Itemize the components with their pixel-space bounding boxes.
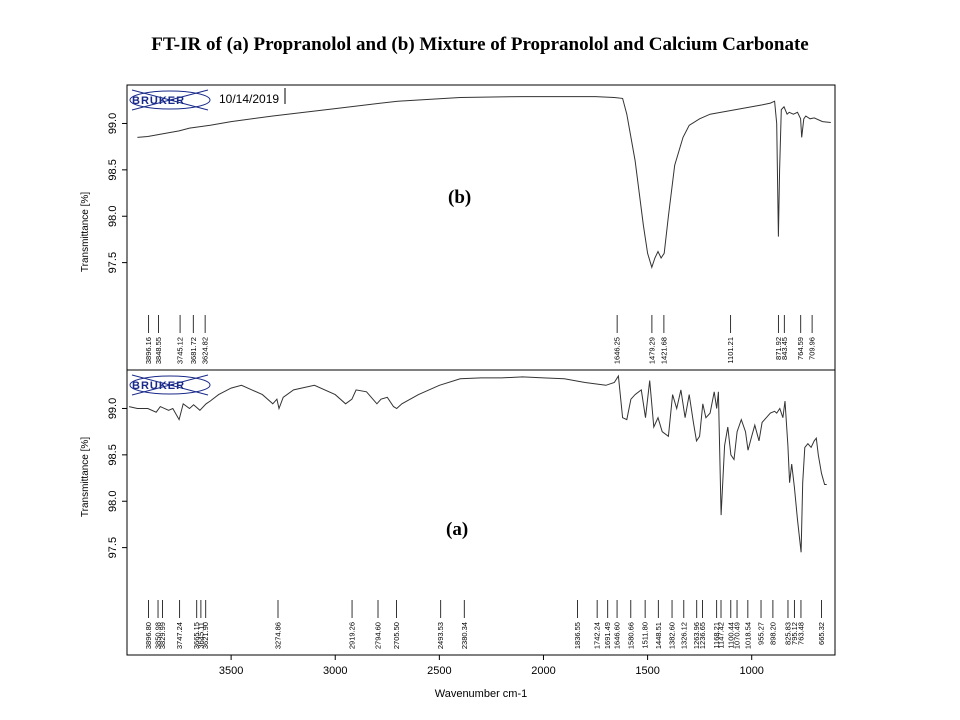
- peak-label-a-29: 955.27: [757, 622, 766, 645]
- peak-label-a-31: 825.83: [783, 622, 792, 645]
- spectrum-line-a: [128, 374, 827, 553]
- logo-text-b: BRUKER: [132, 95, 185, 107]
- peak-label-a-22: 1263.96: [692, 622, 701, 649]
- peak-label-a-34: 665.32: [817, 622, 826, 645]
- peak-label-a-26: 1100.44: [726, 622, 735, 649]
- panel-label-a: (a): [446, 519, 468, 540]
- peak-label-a-0: 3896.80: [144, 622, 153, 649]
- peak-label-a-12: 2380.34: [460, 622, 469, 649]
- peak-label-b-7: 1421.68: [659, 337, 668, 364]
- peak-label-b-11: 764.59: [796, 337, 805, 360]
- peak-label-a-1: 3850.98: [154, 622, 163, 649]
- ytick-label-a-3: 99.0: [107, 398, 119, 419]
- peak-label-a-17: 1580.66: [626, 622, 635, 649]
- peak-label-a-6: 3621.90: [201, 622, 210, 649]
- peak-label-a-7: 3274.86: [273, 622, 282, 649]
- xtick-label-4: 1500: [635, 665, 659, 677]
- ytick-label-b-2: 98.5: [107, 159, 119, 180]
- peak-label-b-10: 843.45: [780, 337, 789, 360]
- peak-label-a-10: 2705.50: [392, 622, 401, 649]
- ytick-label-b-1: 98.0: [107, 206, 119, 227]
- xtick-label-3: 2000: [531, 665, 555, 677]
- xlabel: Wavenumber cm-1: [435, 688, 528, 700]
- peak-label-a-28: 1018.54: [743, 622, 752, 649]
- peak-label-a-24: 1168.21: [712, 622, 721, 649]
- xticks-a: 3500 3000 2500 2000 1500 1000: [219, 655, 764, 677]
- peak-label-b-5: 1646.25: [613, 337, 622, 364]
- peak-label-a-9: 2794.60: [374, 622, 383, 649]
- panel-b-chart: BRUKER 10/14/2019 (b) Transmittance [%] …: [80, 84, 836, 371]
- date-text: 10/14/2019: [219, 92, 279, 106]
- ylabel-a: Transmittance [%]: [80, 437, 91, 517]
- ytick-label-b-3: 99.0: [107, 113, 119, 134]
- peak-label-a-33: 763.48: [796, 622, 805, 645]
- peak-label-b-3: 3681.72: [189, 337, 198, 364]
- panel-b-frame: [126, 84, 836, 371]
- bruker-logo-a: BRUKER: [129, 374, 211, 396]
- yticks-a: 97.5 98.0 98.5 99.0: [107, 398, 127, 558]
- peak-label-a-5: 3645.11: [196, 622, 205, 649]
- peak-label-a-21: 1326.12: [679, 622, 688, 649]
- ytick-label-a-2: 98.5: [107, 444, 119, 465]
- peak-label-b-0: 3896.16: [144, 337, 153, 364]
- panel-label-b: (b): [448, 187, 471, 208]
- peak-label-a-13: 1836.55: [573, 622, 582, 649]
- peak-label-b-8: 1101.21: [726, 337, 735, 364]
- ytick-label-a-0: 97.5: [107, 537, 119, 558]
- peak-label-a-8: 2919.26: [348, 622, 357, 649]
- peak-label-a-14: 1742.24: [593, 622, 602, 649]
- peak-label-a-20: 1382.60: [668, 622, 677, 649]
- ytick-label-b-0: 97.5: [107, 252, 119, 273]
- peak-label-b-6: 1479.29: [647, 337, 656, 364]
- peak-label-a-27: 1070.49: [733, 622, 742, 649]
- xtick-label-5: 1000: [739, 665, 763, 677]
- page-title: FT-IR of (a) Propranolol and (b) Mixture…: [151, 34, 809, 55]
- peak-label-a-30: 898.20: [768, 622, 777, 645]
- peak-label-a-11: 2493.53: [436, 622, 445, 649]
- panel-a-frame: [126, 369, 836, 656]
- peak-label-a-3: 3747.24: [175, 622, 184, 649]
- peak-label-a-18: 1511.80: [641, 622, 650, 649]
- peak-label-a-4: 3665.15: [192, 622, 201, 649]
- xtick-label-0: 3500: [219, 665, 243, 677]
- logo-text-a: BRUKER: [132, 380, 185, 392]
- peak-label-a-2: 3829.99: [158, 622, 167, 649]
- spectrum-line-b: [137, 96, 831, 269]
- bruker-logo-b: BRUKER: [129, 89, 211, 111]
- peak-label-b-2: 3745.12: [176, 337, 185, 364]
- xtick-label-2: 2500: [427, 665, 451, 677]
- yticks-b: 97.5 98.0 98.5 99.0: [107, 113, 127, 273]
- peak-label-a-16: 1646.60: [613, 622, 622, 649]
- peak-label-a-19: 1448.51: [654, 622, 663, 649]
- ylabel-b: Transmittance [%]: [80, 192, 91, 272]
- peak-label-a-25: 1147.42: [717, 622, 726, 649]
- peak-label-b-1: 3848.55: [154, 337, 163, 364]
- peak-label-b-12: 709.96: [808, 337, 817, 360]
- peak-label-a-15: 1691.49: [603, 622, 612, 649]
- peak-label-b-9: 871.92: [774, 337, 783, 360]
- peak-label-a-32: 795.12: [790, 622, 799, 645]
- ytick-label-a-1: 98.0: [107, 491, 119, 512]
- xtick-label-1: 3000: [323, 665, 347, 677]
- peak-labels-b: 3896.16 3848.55 3745.12 3681.72 3624.82 1646.…: [144, 315, 817, 364]
- peak-label-a-23: 1236.65: [698, 622, 707, 649]
- peak-label-b-4: 3624.82: [201, 337, 210, 364]
- panel-a-chart: BRUKER (a) Transmittance [%] 97.5 98.0 98.…: [80, 369, 836, 700]
